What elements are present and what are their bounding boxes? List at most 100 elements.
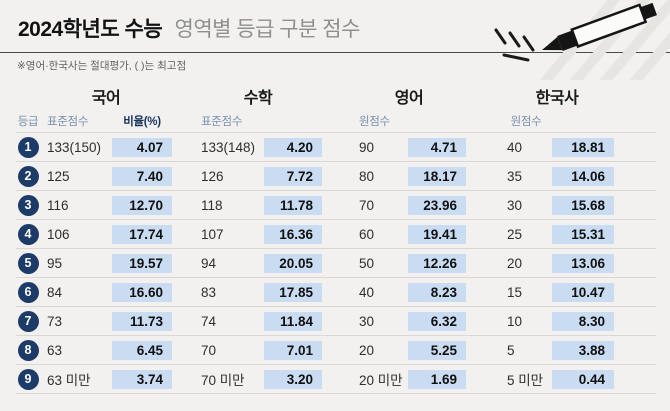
table-body: 1 133(150) 4.07 133(148) 4.20 90 4.71 40… [16, 132, 656, 394]
korean-ratio-value: 4.07 [112, 137, 172, 157]
korean-ratio-value: 16.60 [112, 282, 172, 302]
history-ratio-value: 15.68 [552, 195, 614, 215]
english-raw-score: 30 [359, 313, 375, 329]
history-raw-score: 30 [507, 197, 523, 213]
english-raw-score: 50 [359, 255, 375, 271]
page-title: 2024학년도 수능 영역별 등급 구분 점수 [18, 13, 654, 43]
korean-ratio-value: 19.57 [112, 253, 172, 273]
math-ratio-value: 16.36 [264, 224, 322, 244]
math-standard-score: 118 [201, 197, 223, 213]
math-standard-score: 94 [201, 255, 217, 271]
grade-number: 8 [17, 339, 39, 361]
korean-ratio-cell: 3.74 [112, 369, 172, 389]
grade-number: 5 [17, 252, 39, 274]
col-label-korean-score: 표준점수 [47, 115, 89, 128]
english-ratio-cell: 19.41 [408, 224, 466, 244]
history-ratio-value: 18.81 [552, 137, 614, 157]
history-ratio-value: 13.06 [552, 253, 614, 273]
english-raw-score: 70 [359, 197, 375, 213]
korean-standard-score: 116 [47, 197, 69, 213]
math-ratio-cell: 7.01 [264, 340, 322, 360]
grade-badge: 9 [16, 368, 40, 390]
history-raw-score: 5 미만 [507, 373, 544, 388]
math-ratio-value: 11.84 [264, 311, 322, 331]
grade-badge: 7 [16, 310, 40, 332]
english-ratio-value: 8.23 [408, 282, 466, 302]
table-row: 5 95 19.57 94 20.05 50 12.26 20 13.06 [16, 248, 656, 277]
math-standard-score: 83 [201, 284, 217, 300]
english-ratio-cell: 5.25 [408, 340, 466, 360]
table-row: 3 116 12.70 118 11.78 70 23.96 30 15.68 [16, 190, 656, 219]
korean-standard-score: 95 [47, 255, 63, 271]
grade-badge: 8 [16, 339, 40, 361]
korean-standard-score: 84 [47, 284, 63, 300]
table-row: 7 73 11.73 74 11.84 30 6.32 10 8.30 [16, 306, 656, 335]
math-ratio-value: 20.05 [264, 253, 322, 273]
grade-badge: 6 [16, 281, 40, 303]
korean-ratio-cell: 6.45 [112, 340, 172, 360]
korean-ratio-cell: 17.74 [112, 224, 172, 244]
math-ratio-cell: 3.20 [264, 369, 322, 389]
english-ratio-value: 1.69 [408, 369, 466, 389]
subject-english: 영어 [394, 89, 424, 107]
korean-ratio-value: 17.74 [112, 224, 172, 244]
math-standard-score: 107 [201, 226, 224, 242]
grade-badge: 1 [16, 136, 40, 158]
english-raw-score: 20 [359, 342, 375, 358]
korean-standard-score: 63 미만 [47, 373, 91, 388]
korean-ratio-value: 7.40 [112, 166, 172, 186]
korean-ratio-value: 11.73 [112, 311, 172, 331]
korean-ratio-value: 6.45 [112, 340, 172, 360]
english-ratio-cell: 4.71 [408, 137, 466, 157]
history-ratio-value: 15.31 [552, 224, 614, 244]
math-standard-score: 74 [201, 313, 217, 329]
grade-badge: 3 [16, 194, 40, 216]
math-standard-score: 70 미만 [201, 373, 245, 388]
history-ratio-cell: 0.44 [552, 369, 614, 389]
table-row: 9 63 미만 3.74 70 미만 3.20 20 미만 1.69 5 미만 … [16, 364, 656, 393]
korean-ratio-cell: 11.73 [112, 311, 172, 331]
english-ratio-cell: 6.32 [408, 311, 466, 331]
math-standard-score: 70 [201, 342, 217, 358]
history-ratio-cell: 15.31 [552, 224, 614, 244]
table-row: 4 106 17.74 107 16.36 60 19.41 25 15.31 [16, 219, 656, 248]
grade-number: 2 [17, 165, 39, 187]
subject-header-row: 국어 수학 영어 한국사 [16, 82, 656, 109]
grade-cutoff-table: 국어 수학 영어 한국사 등급 표준점수 비율(%) 표준점수 원점수 원점수 … [0, 82, 670, 394]
english-raw-score: 60 [359, 226, 375, 242]
history-ratio-value: 14.06 [552, 166, 614, 186]
math-ratio-cell: 11.84 [264, 311, 322, 331]
history-ratio-cell: 14.06 [552, 166, 614, 186]
korean-standard-score: 73 [47, 313, 63, 329]
english-ratio-cell: 8.23 [408, 282, 466, 302]
history-ratio-cell: 18.81 [552, 137, 614, 157]
history-raw-score: 5 [507, 342, 515, 358]
table-row: 1 133(150) 4.07 133(148) 4.20 90 4.71 40… [16, 132, 656, 161]
math-ratio-value: 4.20 [264, 137, 322, 157]
english-ratio-value: 12.26 [408, 253, 466, 273]
col-label-korean-ratio: 비율(%) [123, 115, 161, 128]
history-raw-score: 40 [507, 139, 523, 155]
korean-standard-score: 125 [47, 168, 70, 184]
history-raw-score: 25 [507, 226, 523, 242]
history-ratio-value: 3.88 [552, 340, 614, 360]
english-ratio-cell: 1.69 [408, 369, 466, 389]
english-ratio-cell: 23.96 [408, 195, 466, 215]
english-ratio-value: 6.32 [408, 311, 466, 331]
math-ratio-cell: 16.36 [264, 224, 322, 244]
english-ratio-cell: 18.17 [408, 166, 466, 186]
english-ratio-value: 5.25 [408, 340, 466, 360]
math-ratio-cell: 4.20 [264, 137, 322, 157]
english-raw-score: 90 [359, 139, 375, 155]
korean-ratio-cell: 16.60 [112, 282, 172, 302]
math-standard-score: 133(148) [201, 139, 256, 155]
column-header-row: 등급 표준점수 비율(%) 표준점수 원점수 원점수 [16, 109, 656, 132]
math-ratio-cell: 11.78 [264, 195, 322, 215]
math-ratio-value: 17.85 [264, 282, 322, 302]
grade-badge: 2 [16, 165, 40, 187]
korean-ratio-cell: 7.40 [112, 166, 172, 186]
footnote: ※영어·한국사는 절대평가, ( )는 최고점 [17, 60, 187, 72]
korean-standard-score: 106 [47, 226, 70, 242]
korean-ratio-value: 3.74 [112, 369, 172, 389]
subject-korean: 국어 [91, 89, 121, 107]
